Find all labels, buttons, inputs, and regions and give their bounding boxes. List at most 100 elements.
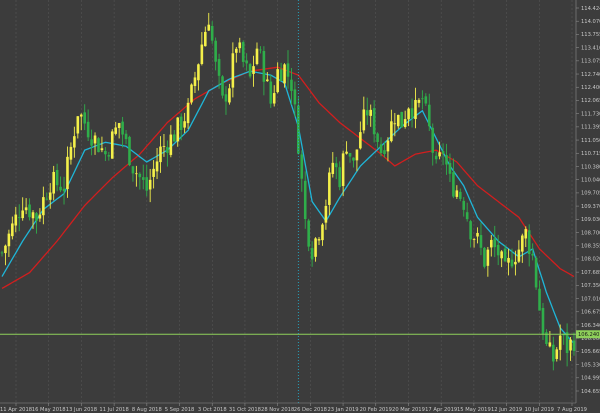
y-tick-label: 108.020: [581, 257, 600, 263]
candle-body: [183, 121, 186, 128]
y-tick-label: 107.010: [581, 296, 600, 302]
candle-body: [141, 177, 145, 180]
candle-body: [569, 339, 572, 351]
candle-body: [441, 151, 445, 154]
candle-body: [121, 121, 124, 135]
candle-body: [545, 332, 548, 344]
y-tick-label: 113.075: [581, 59, 600, 65]
candle-body: [445, 155, 448, 165]
candle-body: [465, 212, 469, 220]
candle-body: [548, 342, 552, 347]
candle-body: [372, 108, 376, 135]
x-tick-label: 17 Apr 2019: [425, 407, 457, 413]
candle-body: [565, 332, 569, 354]
candle-body: [93, 135, 97, 144]
y-tick-label: 111.050: [581, 138, 600, 144]
candle-body: [217, 59, 221, 76]
candle-body: [228, 88, 231, 103]
candle-body: [303, 180, 307, 220]
x-tick-label: 3 Oct 2018: [198, 407, 227, 413]
candle-body: [31, 212, 35, 219]
candle-body: [345, 151, 348, 154]
candle-body: [293, 89, 297, 105]
candle-body: [221, 76, 224, 96]
y-tick-label: 104.655: [581, 389, 600, 395]
candle-body: [159, 146, 162, 163]
candle-body: [59, 186, 62, 191]
x-tick-label: 20 Feb 2019: [360, 407, 392, 413]
candle-body: [331, 162, 335, 174]
candle-body: [224, 94, 228, 102]
candle-body: [490, 239, 493, 248]
candle-body: [462, 200, 466, 210]
candle-body: [452, 172, 455, 197]
x-axis-ticks: 11 Apr 2018 16 May 2018 13 Jun 2018 11 Jul …: [0, 403, 587, 413]
candle-body: [321, 224, 324, 241]
y-tick-label: 112.740: [581, 72, 600, 78]
candle-body: [52, 171, 55, 194]
candle-body: [117, 123, 121, 128]
candle-body: [359, 132, 362, 149]
candle-body: [69, 146, 73, 160]
candle-body: [434, 155, 438, 160]
candle-body: [210, 25, 214, 41]
y-tick-label: 114.424: [581, 6, 600, 12]
candle-body: [286, 63, 290, 77]
candle-body: [534, 257, 538, 288]
y-tick-label: 109.370: [581, 204, 600, 210]
y-tick-label: 105.330: [581, 362, 600, 368]
y-tick-label: 110.040: [581, 177, 600, 183]
y-tick-label: 113.755: [581, 32, 600, 38]
candle-body: [193, 77, 197, 87]
candle-body: [407, 108, 410, 120]
candle-body: [76, 116, 80, 134]
price-tag-label: 106.240: [578, 332, 599, 338]
candle-body: [369, 109, 372, 116]
candle-body: [21, 210, 24, 219]
candle-body: [431, 127, 435, 153]
candle-body: [424, 96, 428, 104]
candle-body: [131, 166, 135, 174]
candle-body: [38, 214, 42, 219]
candle-body: [14, 214, 18, 226]
candle-body: [110, 131, 114, 159]
candle-body: [179, 116, 183, 131]
candle-body: [128, 136, 131, 166]
y-tick-label: 105.665: [581, 349, 600, 355]
candle-body: [262, 50, 266, 82]
candle-body: [510, 259, 514, 267]
candle-body: [83, 112, 86, 124]
candle-body: [507, 257, 510, 263]
x-tick-label: 13 Jun 2018: [66, 407, 97, 413]
candle-body: [417, 99, 421, 103]
candle-body: [290, 79, 293, 91]
candle-body: [55, 169, 59, 186]
candle-body: [448, 163, 452, 174]
candle-body: [124, 133, 128, 140]
candle-body: [393, 123, 397, 125]
candle-body: [79, 114, 83, 117]
candle-body: [145, 177, 149, 191]
x-tick-label: 16 May 2018: [32, 407, 66, 413]
x-tick-label: 28 Nov 2018: [261, 407, 294, 413]
candle-body: [310, 248, 314, 260]
candle-body: [472, 239, 476, 240]
x-tick-label: 7 Aug 2019: [557, 407, 587, 413]
candle-body: [383, 150, 386, 155]
candle-body: [200, 44, 204, 64]
candle-body: [400, 111, 404, 128]
candle-body: [317, 239, 321, 241]
candle-body: [314, 238, 317, 257]
candle-body: [496, 244, 500, 256]
candle-body: [28, 204, 31, 218]
candle-body: [45, 198, 49, 200]
candle-body: [90, 139, 93, 146]
candle-body: [334, 163, 338, 168]
grid-layer: [15, 0, 573, 403]
candle-body: [241, 42, 245, 62]
candle-body: [410, 108, 414, 118]
candle-body: [235, 48, 238, 53]
candle-body: [362, 109, 366, 131]
y-tick-label: 110.380: [581, 164, 600, 170]
candle-body: [214, 40, 217, 62]
